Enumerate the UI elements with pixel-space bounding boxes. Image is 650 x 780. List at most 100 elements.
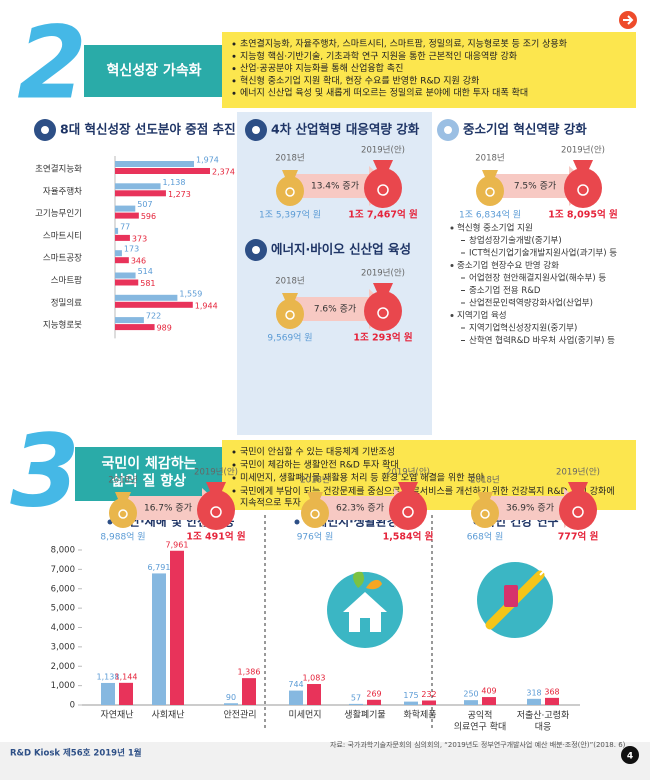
money-bag bbox=[364, 168, 402, 208]
growth-rate: 36.9% 증가 bbox=[506, 503, 554, 514]
list-subitem: ICT혁신기업기술개발지원사업(과기부) 등 bbox=[469, 248, 617, 259]
y-tick-label: 3,000 bbox=[51, 642, 75, 652]
bar bbox=[482, 697, 496, 705]
currency-mark bbox=[210, 506, 222, 518]
value-label: 1,974 bbox=[196, 156, 219, 165]
value-label: 744 bbox=[288, 680, 303, 689]
money-bag bbox=[276, 299, 304, 329]
bar bbox=[464, 700, 478, 705]
x-tick-label: 저출산·고령화 대응 bbox=[517, 709, 570, 732]
year-label: 2019년(안) bbox=[194, 467, 238, 478]
bar bbox=[115, 317, 144, 324]
bar bbox=[349, 703, 363, 705]
currency-mark bbox=[118, 509, 128, 519]
money-bag-top bbox=[477, 492, 493, 499]
bullet-dot bbox=[232, 67, 236, 71]
vial-icon bbox=[504, 585, 518, 607]
category-label: 고기능무인기 bbox=[35, 208, 82, 219]
x-tick-label: 사회재난 bbox=[151, 710, 184, 721]
value-label: 7,961 bbox=[166, 540, 189, 549]
list-subitem: 창업성장기술개발(중기부) bbox=[469, 235, 562, 246]
list-item: 지역기업 육성 bbox=[457, 310, 507, 321]
value-label: 250 bbox=[463, 690, 478, 699]
bullet-dot bbox=[232, 463, 236, 467]
list-subitem: 중소기업 전용 R&D bbox=[469, 285, 541, 296]
bar bbox=[115, 183, 161, 190]
bullet-dot bbox=[232, 42, 236, 46]
growth-rate: 16.7% 증가 bbox=[144, 503, 192, 514]
panel-icon-inner bbox=[252, 246, 260, 254]
money-bag bbox=[301, 498, 329, 528]
house-door bbox=[360, 618, 370, 632]
list-subitem: 어업현장 현안해결지원사업(해수부) 등 bbox=[469, 273, 606, 284]
x-tick-label: 안전관리 bbox=[223, 710, 256, 721]
list-subitem: 지역기업혁신성장지원(중기부) bbox=[469, 323, 577, 334]
bar bbox=[367, 699, 381, 705]
year-label: 2018년 bbox=[108, 475, 137, 486]
currency-mark bbox=[577, 184, 589, 196]
money-bag-top bbox=[482, 170, 498, 177]
year-label: 2018년 bbox=[475, 153, 504, 164]
category-label: 스마트공장 bbox=[43, 253, 82, 264]
y-tick-label: 4,000 bbox=[51, 623, 75, 633]
amount-from: 9,569억 원 bbox=[267, 332, 312, 344]
money-bag bbox=[109, 498, 137, 528]
year-label: 2018년 bbox=[275, 153, 304, 164]
currency-mark bbox=[310, 509, 320, 519]
section-title: 혁신성장 가속화 bbox=[106, 62, 201, 79]
money-bag-top bbox=[307, 492, 323, 499]
bar bbox=[307, 684, 321, 705]
y-tick-label: 0 bbox=[70, 701, 75, 711]
bullet-text: 국민이 체감하는 생활안전 R&D 투자 확대 bbox=[240, 459, 399, 471]
source-note: 자료: 국가과학기술자문회의 심의회의, “2019년도 정부연구개발사업 예산… bbox=[330, 740, 626, 749]
amount-from: 668억 원 bbox=[467, 531, 504, 543]
bar bbox=[422, 700, 436, 705]
bar bbox=[170, 550, 184, 705]
value-label: 1,138 bbox=[97, 672, 120, 681]
bullet-dot bbox=[232, 476, 236, 480]
bar bbox=[545, 697, 559, 705]
money-bag bbox=[389, 490, 427, 530]
value-label: 409 bbox=[481, 687, 496, 696]
money-bag-top bbox=[206, 482, 226, 491]
bullet-dot bbox=[294, 519, 300, 525]
value-label: 57 bbox=[351, 693, 361, 702]
currency-mark bbox=[485, 187, 495, 197]
value-label: 368 bbox=[544, 687, 559, 696]
value-label: 318 bbox=[526, 688, 541, 697]
panel-title: 중소기업 혁신역량 강화 bbox=[463, 122, 587, 137]
money-bag-top bbox=[373, 160, 393, 169]
year-label: 2019년(안) bbox=[556, 467, 600, 478]
money-bag bbox=[471, 498, 499, 528]
growth-rate: 7.5% 증가 bbox=[514, 181, 556, 192]
bullet-dot bbox=[232, 489, 236, 493]
value-label: 373 bbox=[132, 234, 147, 243]
value-label: 175 bbox=[403, 691, 418, 700]
amount-to: 1조 8,095억 원 bbox=[548, 209, 618, 221]
value-label: 173 bbox=[124, 245, 139, 254]
value-label: 1,386 bbox=[238, 668, 261, 677]
house-icon bbox=[343, 592, 387, 632]
bar bbox=[115, 272, 136, 279]
growth-rate: 7.6% 증가 bbox=[314, 304, 356, 315]
bullet-dot bbox=[232, 450, 236, 454]
y-tick-label: 5,000 bbox=[51, 604, 75, 614]
money-bag-top bbox=[573, 160, 593, 169]
section-banner bbox=[75, 447, 223, 501]
bar bbox=[404, 701, 418, 705]
money-bag-top bbox=[115, 492, 131, 499]
bar bbox=[224, 703, 238, 705]
value-label: 269 bbox=[366, 689, 381, 698]
bar bbox=[115, 234, 130, 241]
year-label: 2019년(안) bbox=[361, 145, 405, 156]
bar bbox=[115, 227, 119, 234]
amount-to: 1조 293억 원 bbox=[353, 332, 412, 344]
syringe-needle bbox=[539, 562, 553, 576]
bar bbox=[115, 279, 139, 286]
section-number: 3 bbox=[10, 412, 80, 529]
y-tick-label: 1,000 bbox=[51, 681, 75, 691]
bar bbox=[115, 190, 166, 197]
amount-to: 1,584억 원 bbox=[383, 531, 434, 543]
category-label: 자율주행차 bbox=[43, 186, 82, 197]
page-number: 4 bbox=[627, 752, 633, 762]
